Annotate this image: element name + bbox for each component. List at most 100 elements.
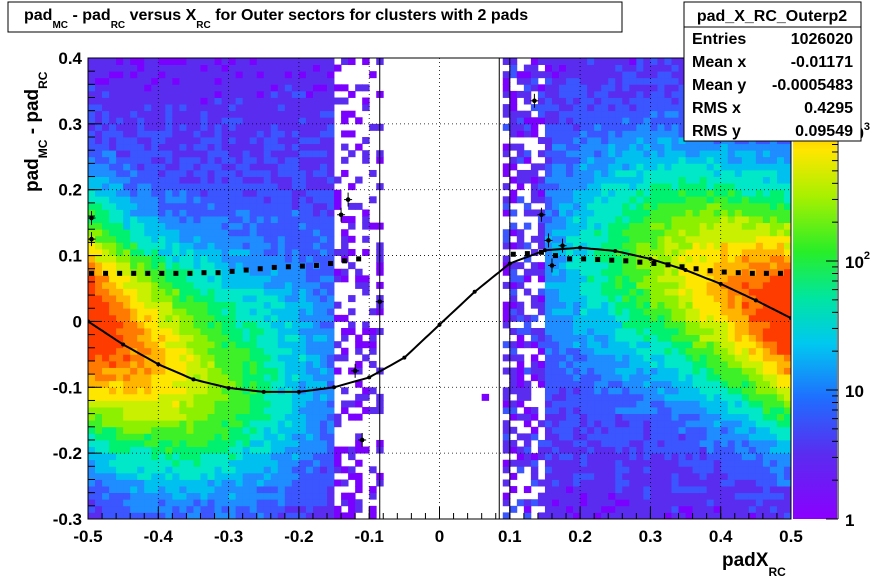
heat-cell: [88, 380, 96, 388]
heat-cell: [643, 90, 651, 98]
heat-cell: [109, 163, 117, 171]
heat-cell: [566, 222, 574, 230]
heat-cell: [615, 222, 623, 230]
heat-cell: [179, 433, 187, 441]
heat-cell: [551, 176, 560, 184]
heat-cell: [720, 387, 729, 395]
heat-cell: [221, 143, 229, 151]
heat-cell: [284, 367, 293, 375]
heat-cell: [615, 453, 623, 461]
heat-cell: [221, 64, 229, 72]
heat-cell: [587, 143, 595, 151]
heat-cell: [200, 499, 208, 507]
heat-cell: [123, 334, 131, 342]
heat-cell: [650, 512, 658, 519]
heat-cell: [601, 426, 609, 434]
heat-cell: [109, 235, 117, 243]
heat-cell: [594, 439, 602, 447]
heat-cell: [305, 472, 314, 480]
heat-cell: [95, 229, 103, 237]
heat-cell: [608, 433, 616, 441]
heat-cell: [158, 400, 166, 408]
heat-cell: [298, 84, 307, 92]
heat-cell: [193, 209, 201, 217]
heat-cell: [699, 472, 708, 480]
heat-cell: [341, 84, 349, 92]
heat-cell: [193, 104, 201, 112]
heat-cell: [348, 505, 356, 513]
heat-cell: [102, 176, 110, 184]
heat-cell: [678, 137, 686, 145]
heat-cell: [298, 367, 307, 375]
heat-cell: [88, 314, 96, 322]
heat-cell: [713, 466, 722, 474]
heat-cell: [622, 216, 630, 224]
heat-cell: [284, 183, 293, 191]
heat-cell: [179, 420, 187, 428]
heat-cell: [559, 77, 567, 85]
heat-cell: [95, 420, 103, 428]
heat-cell: [369, 71, 377, 79]
heat-cell: [537, 295, 546, 303]
heat-cell: [270, 479, 279, 487]
heat-cell: [657, 446, 665, 454]
heat-cell: [699, 163, 708, 171]
heat-cell: [165, 123, 173, 131]
heat-cell: [207, 492, 215, 500]
heat-cell: [270, 242, 279, 250]
heat-cell: [312, 321, 321, 329]
heat-cell: [102, 123, 110, 131]
heat-cell: [608, 301, 616, 309]
heat-cell: [741, 163, 750, 171]
heat-cell: [523, 71, 532, 79]
heat-cell: [312, 288, 321, 296]
heat-cell: [207, 439, 215, 447]
heat-cell: [277, 400, 286, 408]
heat-cell: [530, 130, 539, 138]
heat-cell: [523, 117, 532, 125]
heat-cell: [559, 130, 567, 138]
heat-cell: [116, 281, 124, 289]
heat-cell: [734, 387, 743, 395]
heat-cell: [137, 229, 145, 237]
heat-cell: [207, 354, 215, 362]
heat-cell: [362, 137, 370, 145]
heat-cell: [692, 275, 701, 283]
heat-cell: [573, 413, 581, 421]
heat-cell: [748, 262, 757, 270]
heat-cell: [587, 308, 595, 316]
heat-cell: [559, 281, 567, 289]
heat-cell: [608, 130, 616, 138]
heat-cell: [530, 71, 539, 79]
heat-cell: [235, 58, 244, 65]
heat-cell: [643, 229, 651, 237]
heat-cell: [629, 400, 637, 408]
heat-cell: [277, 466, 286, 474]
heat-cell: [657, 420, 665, 428]
heat-cell: [755, 439, 764, 447]
heat-cell: [179, 117, 187, 125]
heat-cell: [158, 163, 166, 171]
heat-cell: [594, 58, 602, 65]
heat-cell: [685, 459, 693, 467]
heat-cell: [587, 248, 595, 256]
heat-cell: [622, 433, 630, 441]
heat-cell: [151, 169, 159, 177]
heat-cell: [319, 426, 328, 434]
heat-cell: [312, 380, 321, 388]
heat-cell: [615, 407, 623, 415]
heat-cell: [671, 209, 679, 217]
heat-cell: [748, 235, 757, 243]
heat-cell: [587, 97, 595, 105]
heat-cell: [221, 433, 229, 441]
heat-cell: [608, 512, 616, 519]
heat-cell: [573, 499, 581, 507]
heat-cell: [699, 202, 708, 210]
heat-cell: [327, 314, 335, 322]
heat-cell: [664, 486, 672, 494]
heat-cell: [151, 242, 159, 250]
heat-cell: [327, 137, 335, 145]
heat-cell: [594, 242, 602, 250]
heat-cell: [713, 393, 722, 401]
heat-cell: [298, 334, 307, 342]
